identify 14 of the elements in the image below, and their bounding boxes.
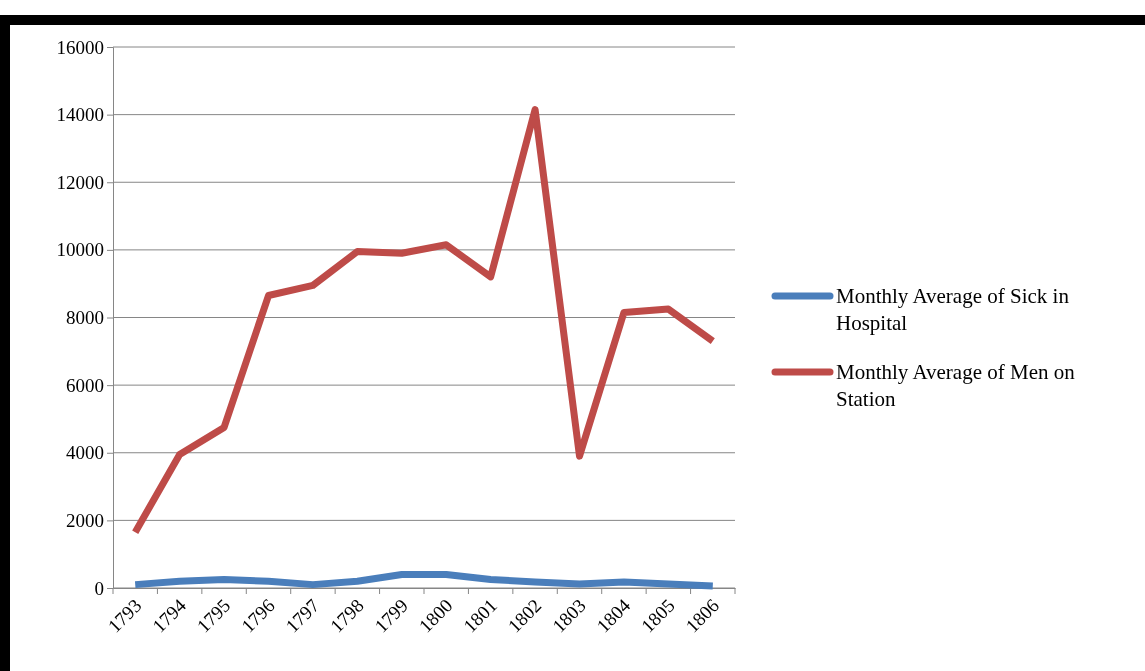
y-tick-label: 6000 [66,374,104,396]
legend-label: Monthly Average of Men on Station [836,360,1076,411]
y-tick-label: 2000 [66,509,104,531]
x-tick-label: 1793 [103,594,146,637]
x-tick-label: 1800 [414,594,457,637]
legend-label: Monthly Average of Sick in Hospital [836,284,1070,335]
y-tick-label: 16000 [56,36,104,58]
y-tick-label: 4000 [66,442,104,464]
y-tick-label: 8000 [66,307,104,329]
x-tick-label: 1802 [503,594,546,637]
y-tick-label: 14000 [56,104,104,126]
y-tick-label: 12000 [56,171,104,193]
y-tick-label: 10000 [56,239,104,261]
y-tick-label: 0 [94,577,104,599]
